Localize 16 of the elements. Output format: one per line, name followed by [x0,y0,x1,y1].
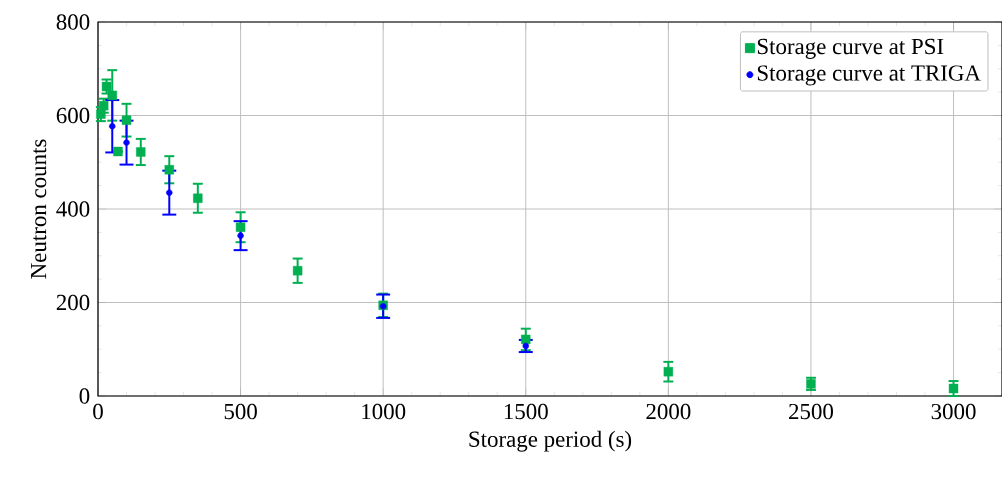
y-axis-title: Neutron counts [31,139,47,279]
y-tick-label: 200 [56,294,90,311]
y-tick-label: 0 [79,388,90,404]
x-tick-label: 1500 [504,403,548,420]
x-tick-label: 3000 [931,403,976,420]
x-tick-label: 2000 [646,403,691,420]
y-tick-label: 800 [56,14,90,30]
x-axis-title: Storage period (s) [469,430,632,452]
x-tick-label: 500 [224,403,257,420]
legend-label: Storage curve at TRIGA [757,65,981,86]
legend-label: Storage curve at PSI [757,38,944,59]
y-tick-label: 600 [56,107,90,124]
x-tick-label: 2500 [789,403,833,420]
x-tick-label: 0 [93,403,103,420]
x-tick-label: 1000 [362,403,406,420]
y-tick-label: 400 [56,201,90,217]
